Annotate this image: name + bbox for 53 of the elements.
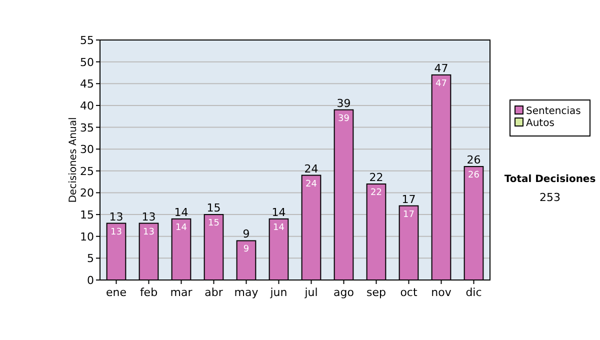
- total-label: 15: [206, 202, 221, 215]
- total-label: 22: [369, 171, 384, 184]
- y-tick-label: 30: [80, 143, 94, 156]
- total-label: 24: [304, 162, 318, 176]
- y-tick-label: 25: [80, 164, 94, 178]
- total-label: 17: [402, 192, 416, 206]
- y-tick-label: 10: [80, 230, 94, 244]
- x-tick-label: dic: [466, 286, 482, 299]
- total-label: 13: [142, 210, 156, 224]
- text: 253: [540, 191, 560, 204]
- y-tick-label: 15: [80, 208, 94, 222]
- data-label: 14: [273, 222, 285, 233]
- data-label: 13: [143, 227, 154, 238]
- x-tick-label: abr: [204, 286, 224, 299]
- x-tick-label: jul: [304, 286, 318, 299]
- data-label: 17: [403, 210, 414, 220]
- data-label: 14: [176, 222, 188, 233]
- legend-label: Autos: [526, 118, 554, 129]
- data-label: 39: [338, 114, 350, 124]
- total-label: 26: [466, 154, 481, 167]
- text: Total Decisiones: [504, 174, 596, 185]
- y-tick-label: 5: [87, 252, 94, 266]
- x-tick-label: nov: [431, 286, 452, 299]
- total-label: 13: [109, 210, 124, 224]
- total-label: 39: [336, 96, 351, 110]
- data-label: 47: [436, 78, 447, 89]
- total-label: 47: [434, 62, 448, 75]
- total-label: 9: [242, 228, 250, 241]
- x-tick-label: ago: [334, 286, 354, 299]
- x-tick-label: oct: [400, 286, 418, 299]
- y-tick-label: 0: [87, 274, 94, 287]
- y-tick-label: 35: [80, 121, 94, 134]
- x-tick-label: jun: [269, 286, 288, 299]
- x-tick-label: mar: [170, 286, 193, 299]
- data-label: 22: [370, 188, 382, 198]
- legend-label: Sentencias: [526, 106, 581, 117]
- x-tick-label: feb: [140, 286, 158, 299]
- y-tick-label: 45: [80, 78, 94, 91]
- x-tick-label: ene: [106, 286, 127, 299]
- data-label: 26: [468, 170, 480, 181]
- total-label: 14: [272, 206, 286, 219]
- total-label: 14: [174, 206, 188, 219]
- data-label: 15: [208, 218, 220, 229]
- data-label: 24: [306, 179, 318, 190]
- data-label: 9: [243, 244, 250, 255]
- y-tick-label: 40: [80, 99, 94, 112]
- x-tick-label: may: [234, 286, 259, 299]
- y-axis-title: Decisiones Anual: [68, 117, 79, 203]
- x-tick-label: sep: [366, 286, 386, 299]
- data-label: 13: [110, 227, 122, 238]
- y-tick-label: 50: [80, 56, 94, 69]
- y-tick-label: 55: [80, 34, 94, 47]
- y-tick-label: 20: [80, 186, 94, 200]
